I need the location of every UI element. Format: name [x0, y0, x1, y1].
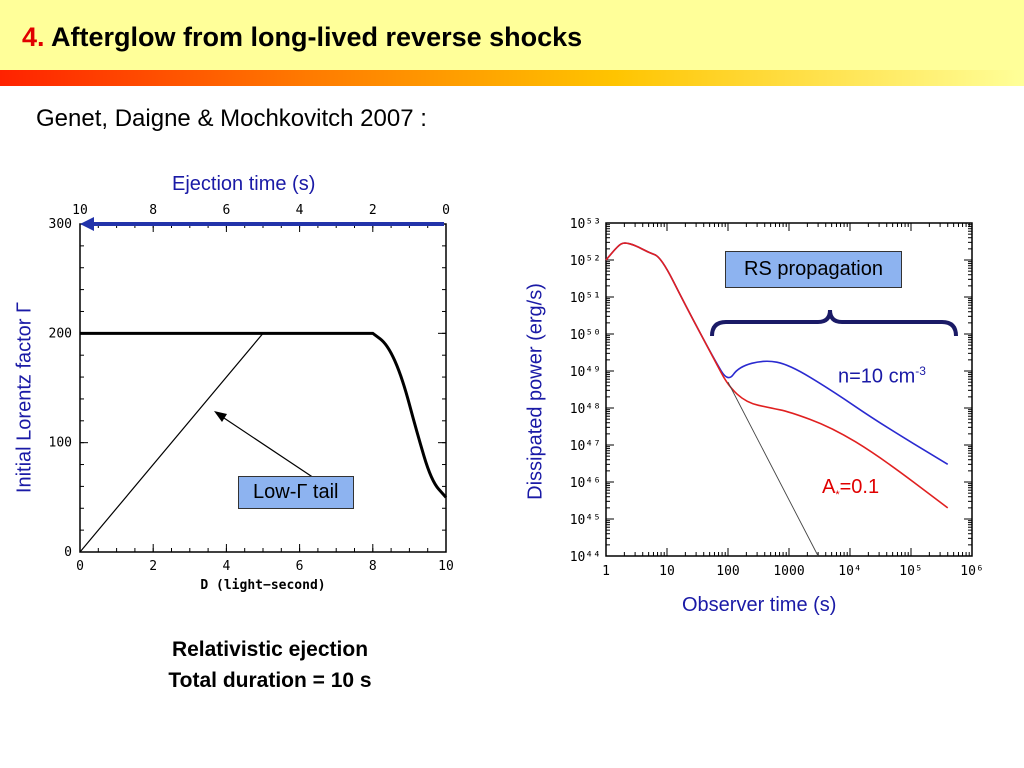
rs-propagation-label: RS propagation — [725, 251, 902, 288]
internal-shock-decay-line — [727, 381, 819, 557]
x-axis-label: D (light−second) — [200, 578, 325, 593]
x-tick-label: 10 — [438, 559, 454, 574]
wind-subscript: * — [835, 489, 840, 501]
x-tick-label: 10⁴ — [838, 564, 861, 579]
dissipated-power-label: Dissipated power (erg/s) — [524, 283, 547, 500]
y-tick-label: 10⁴⁸ — [570, 402, 601, 417]
top-tick-label: 6 — [222, 203, 230, 218]
top-tick-label: 0 — [442, 203, 450, 218]
y-tick-label: 10⁵⁰ — [570, 328, 601, 343]
top-tick-label: 8 — [149, 203, 157, 218]
reference-text: Genet, Daigne & Mochkovitch 2007 : — [36, 105, 427, 132]
density-label: n=10 cm-3 — [838, 364, 926, 389]
density-text: n=10 cm — [838, 365, 916, 388]
x-tick-label: 6 — [296, 559, 304, 574]
caption-line-1: Relativistic ejection — [171, 638, 369, 661]
x-tick-label: 1 — [602, 564, 610, 579]
title-band — [0, 0, 1024, 70]
rs-propagation-brace — [710, 309, 958, 337]
density-exponent: -3 — [915, 364, 926, 378]
lorentz-profile-curve — [80, 331, 448, 499]
y-tick-label: 10⁴⁵ — [570, 513, 601, 528]
y-tick-label: 0 — [64, 545, 72, 560]
caption-line-2: Total duration = 10 s — [168, 669, 372, 692]
x-tick-label: 2 — [149, 559, 157, 574]
slide-title-text: Afterglow from long-lived reverse shocks — [51, 22, 583, 52]
power-plot: 10⁴⁴ 10⁴⁵ 10⁴⁶ 10⁴⁷ 10⁴⁸ 10⁴⁹ 10⁵⁰ 10⁵¹ 10⁵² 10⁵³… — [570, 217, 984, 579]
y-tick-label: 10⁵² — [570, 254, 601, 269]
wind-value: =0.1 — [839, 476, 880, 498]
x-tick-label: 10 — [659, 564, 675, 579]
annotation-arrowhead — [214, 411, 227, 422]
title-gradient-bar — [0, 70, 1024, 86]
x-tick-label: 100 — [716, 564, 739, 579]
ejection-time-label: Ejection time (s) — [172, 173, 316, 195]
wind-label: A*=0.1 — [822, 476, 879, 501]
x-tick-label: 10⁵ — [899, 564, 922, 579]
top-tick-label: 10 — [72, 203, 88, 218]
y-tick-label: 10⁴⁹ — [570, 365, 601, 380]
y-tick-label: 300 — [49, 217, 72, 232]
ejection-arrowhead — [80, 217, 94, 231]
low-gamma-tail-line — [79, 332, 264, 553]
y-tick-label: 10⁴⁶ — [570, 476, 601, 491]
x-tick-label: 8 — [369, 559, 377, 574]
x-tick-label: 1000 — [773, 564, 804, 579]
slide-title: 4. Afterglow from long-lived reverse sho… — [22, 22, 582, 53]
y-tick-label: 200 — [49, 326, 72, 341]
y-tick-label: 10⁴⁷ — [570, 439, 601, 454]
y-tick-label: 10⁴⁴ — [570, 550, 601, 565]
annotation-arrow-shaft — [217, 413, 321, 483]
slide-number: 4. — [22, 22, 45, 52]
x-tick-label: 4 — [222, 559, 230, 574]
figure-caption: Relativistic ejection Total duration = 1… — [120, 634, 420, 696]
top-tick-label: 2 — [369, 203, 377, 218]
lorentz-factor-label: Initial Lorentz factor Γ — [13, 301, 36, 494]
y-tick-label: 100 — [49, 436, 72, 451]
x-tick-label: 10⁶ — [960, 564, 983, 579]
wind-curve — [605, 242, 949, 509]
x-tick-label: 0 — [76, 559, 84, 574]
wind-symbol: A — [822, 476, 836, 498]
top-tick-label: 4 — [296, 203, 304, 218]
y-tick-label: 10⁵³ — [570, 217, 601, 232]
low-gamma-tail-label: Low-Γ tail — [238, 476, 354, 509]
y-tick-label: 10⁵¹ — [570, 291, 601, 306]
observer-time-label: Observer time (s) — [682, 594, 837, 616]
